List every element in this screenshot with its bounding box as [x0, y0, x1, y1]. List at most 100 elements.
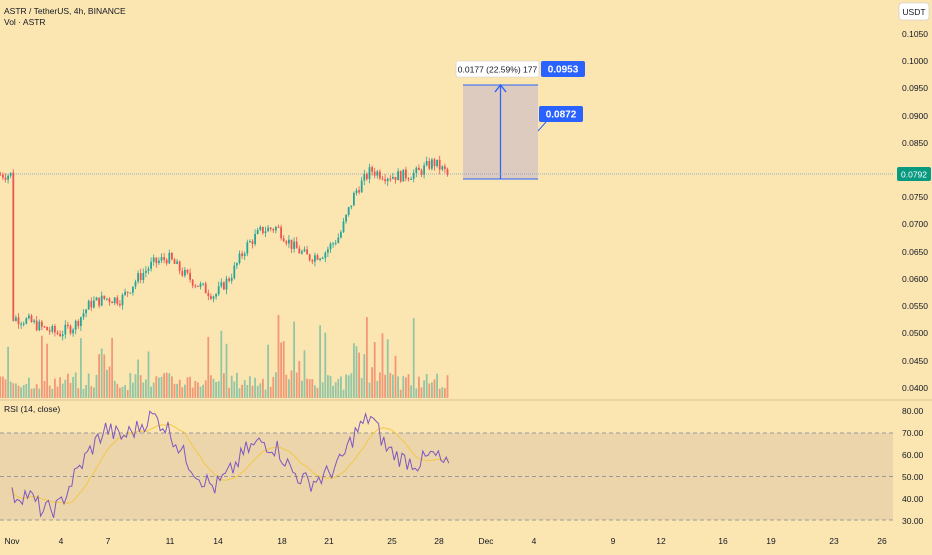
candle-body	[215, 294, 217, 297]
volume-bar	[254, 377, 256, 398]
time-tick: 7	[106, 536, 111, 546]
candle-body	[184, 269, 186, 276]
volume-bar	[212, 378, 215, 398]
candle-body	[61, 334, 64, 337]
rsi-lines	[11, 410, 450, 518]
volume-bar	[251, 385, 254, 398]
volume-bar	[139, 375, 142, 398]
volume-bar	[311, 379, 314, 398]
volume-bar	[350, 373, 353, 398]
volume-bar	[405, 377, 407, 398]
time-axis[interactable]: Nov 4 7 11 14 18 21 25 28 Dec 4 9 12 16 …	[4, 536, 887, 546]
candle-body	[314, 255, 316, 262]
price-tick: 0.1000	[902, 56, 928, 66]
volume-bar	[402, 376, 405, 398]
volume-bar	[256, 385, 259, 398]
volume-bar	[425, 373, 428, 398]
price-axis[interactable]: USDT 0.1050 0.1000 0.0950 0.0900 0.0850 …	[897, 2, 931, 393]
candle-body	[420, 170, 423, 175]
volume-bar	[420, 387, 423, 398]
volume-bar	[353, 343, 355, 398]
candle-body	[87, 300, 90, 310]
price-tick: 0.0600	[902, 274, 928, 284]
rsi-axis[interactable]: 80.00 70.00 60.00 50.00 40.00 30.00	[902, 406, 924, 526]
candle-body	[181, 271, 184, 276]
candle-body	[0, 174, 2, 176]
volume-bar	[394, 355, 397, 398]
volume-bar	[82, 388, 85, 398]
volume-bar	[272, 376, 275, 398]
volume-bar	[228, 387, 230, 398]
currency-button[interactable]	[898, 2, 930, 21]
symbol-legend[interactable]: ASTR / TetherUS, 4h, BINANCE	[4, 6, 126, 16]
volume-bar	[20, 387, 22, 398]
price-tick: 0.0500	[902, 328, 928, 338]
volume-bar	[358, 352, 360, 398]
volume-bar	[90, 386, 93, 398]
volume-bar	[241, 384, 243, 398]
candle-body	[272, 229, 275, 231]
volume-bar	[54, 378, 56, 398]
volume-bar	[204, 380, 207, 398]
candle-body	[69, 326, 72, 334]
candle-body	[173, 259, 176, 264]
candle-body	[366, 173, 368, 179]
candlesticks	[0, 155, 449, 341]
candle-body	[111, 301, 113, 304]
price-tick: 0.1050	[902, 29, 928, 39]
candle-body	[386, 178, 389, 182]
candle-body	[194, 285, 197, 287]
price-tick: 0.0750	[902, 192, 928, 202]
candle-body	[295, 241, 298, 249]
volume-bar	[249, 376, 251, 398]
volume-bar	[85, 384, 87, 398]
candle-body	[399, 171, 402, 182]
time-tick: 21	[324, 536, 334, 546]
volume-bar	[376, 380, 379, 398]
volume-bar	[132, 382, 134, 398]
volume-bar	[264, 389, 267, 398]
volume-bar	[51, 388, 54, 398]
volume-bar	[301, 380, 303, 398]
volume-bar	[397, 376, 399, 398]
volume-bar	[116, 383, 119, 398]
volume-bar	[418, 376, 420, 398]
candle-body	[410, 178, 412, 180]
volume-legend[interactable]: Vol · ASTR	[4, 17, 46, 27]
volume-bar	[155, 376, 158, 398]
volume-bar	[238, 388, 241, 398]
rsi-tick: 80.00	[902, 406, 924, 416]
candle-body	[360, 180, 363, 193]
volume-bar	[295, 372, 298, 398]
volume-bar	[95, 374, 98, 398]
volume-bar	[436, 373, 438, 398]
volume-bar	[178, 379, 181, 398]
volume-bar	[223, 373, 225, 398]
volume-bar	[152, 382, 155, 398]
candle-body	[233, 265, 236, 279]
candle-body	[7, 175, 9, 180]
volume-bar	[347, 375, 350, 398]
volume-bar	[282, 341, 285, 398]
candle-body	[402, 169, 405, 182]
volume-bar	[121, 386, 124, 398]
rsi-legend[interactable]: RSI (14, close)	[4, 404, 60, 414]
volume-bar	[230, 375, 233, 398]
candle-body	[285, 241, 288, 244]
candle-body	[191, 279, 194, 286]
volume-bar	[173, 383, 176, 398]
candle-body	[41, 321, 43, 327]
candle-body	[220, 282, 223, 287]
candle-body	[373, 171, 376, 176]
candle-body	[392, 176, 394, 179]
candle-body	[85, 309, 87, 314]
volume-bar	[15, 383, 17, 398]
volume-bar	[412, 318, 415, 398]
volume-bar	[43, 380, 46, 398]
volume-bar	[217, 381, 220, 398]
volume-bar	[2, 376, 4, 398]
volume-bar	[368, 382, 371, 398]
candle-body	[199, 283, 202, 287]
